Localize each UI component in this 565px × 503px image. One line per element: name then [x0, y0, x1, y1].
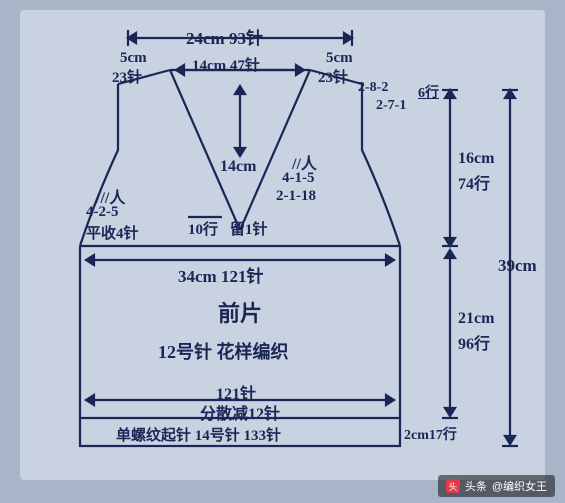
top-width-label: 24cm 93针	[186, 24, 263, 49]
arm-right-top2: 2-7-1	[376, 98, 406, 114]
body-dec: 分散减12针	[200, 400, 280, 424]
arm-left-dec2: 平收4针	[86, 222, 139, 243]
shoulder-right-st: 23针	[318, 66, 348, 87]
watermark: 头 头条 @编织女王	[438, 475, 555, 497]
arm-right-rows: 6行	[418, 82, 439, 102]
rdim-body-rows: 96行	[458, 330, 490, 354]
neck-dec-1: 4-1-5	[282, 170, 315, 187]
rdim-body-h: 21cm	[458, 310, 494, 328]
rdim-total: 39cm	[498, 256, 537, 276]
body-title: 前片	[218, 296, 262, 328]
neck-keep: 留1针	[230, 218, 268, 239]
neck-bottom-rows: 10行	[188, 218, 218, 239]
rdim-arm-h: 16cm	[458, 150, 494, 168]
watermark-logo-icon: 头	[446, 479, 460, 493]
arm-right-top1: 2-8-2	[358, 80, 388, 96]
watermark-text: @编织女王	[492, 478, 547, 494]
neck-width-label: 14cm 47针	[192, 54, 260, 75]
neck-dec-2: 2-1-18	[276, 188, 316, 205]
shoulder-right-cm: 5cm	[326, 50, 353, 67]
shoulder-left-st: 23针	[112, 66, 142, 87]
hem-label: 单螺纹起针 14号针 133针	[116, 424, 281, 445]
body-needle: 12号针 花样编织	[158, 338, 289, 364]
watermark-prefix: 头条	[465, 478, 487, 494]
arm-left-dec1: 4-2-5	[86, 204, 119, 221]
diagram-svg	[0, 0, 565, 503]
body-width-label: 34cm 121针	[178, 262, 263, 287]
neck-depth-label: 14cm	[220, 158, 256, 176]
shoulder-left-cm: 5cm	[120, 50, 147, 67]
rdim-arm-rows: 74行	[458, 170, 490, 194]
hem-height: 2cm17行	[404, 424, 457, 444]
